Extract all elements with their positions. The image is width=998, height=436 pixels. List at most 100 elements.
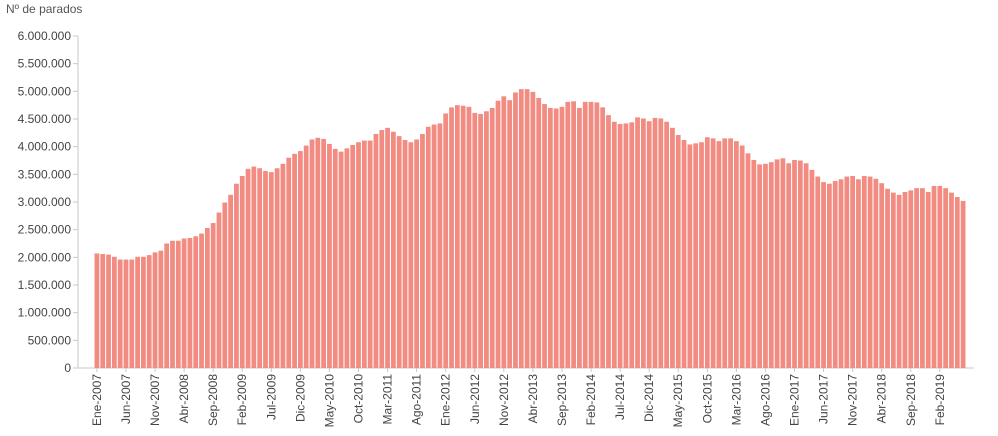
bar[interactable] — [204, 228, 210, 368]
bar[interactable] — [199, 233, 204, 368]
bar[interactable] — [943, 188, 949, 368]
bar[interactable] — [792, 159, 797, 368]
bar[interactable] — [152, 252, 158, 368]
bar[interactable] — [385, 127, 390, 368]
bar[interactable] — [920, 188, 925, 368]
bar[interactable] — [908, 190, 914, 368]
bar[interactable] — [129, 259, 135, 368]
bar[interactable] — [861, 175, 867, 368]
bar[interactable] — [181, 238, 187, 368]
bar[interactable] — [117, 259, 123, 368]
bar[interactable] — [594, 102, 600, 369]
bar[interactable] — [600, 107, 606, 368]
bar[interactable] — [577, 107, 582, 369]
bar[interactable] — [774, 159, 780, 368]
bar[interactable] — [449, 107, 454, 368]
bar[interactable] — [111, 256, 117, 368]
bar[interactable] — [239, 175, 245, 368]
bar[interactable] — [844, 176, 850, 368]
bar[interactable] — [507, 100, 513, 368]
bar[interactable] — [733, 141, 739, 368]
bar[interactable] — [466, 106, 472, 368]
bar[interactable] — [135, 256, 140, 368]
bar[interactable] — [867, 176, 873, 368]
bar[interactable] — [297, 151, 303, 368]
bar[interactable] — [146, 255, 152, 368]
bar[interactable] — [530, 91, 536, 368]
bar[interactable] — [454, 105, 460, 369]
bar[interactable] — [728, 138, 733, 368]
bar[interactable] — [710, 138, 716, 368]
bar[interactable] — [699, 142, 704, 368]
bar[interactable] — [687, 144, 693, 368]
bar[interactable] — [885, 188, 890, 368]
bar[interactable] — [681, 140, 687, 368]
bar[interactable] — [94, 253, 100, 368]
bar[interactable] — [704, 137, 710, 368]
bar[interactable] — [722, 138, 728, 368]
bar[interactable] — [623, 123, 629, 369]
bar[interactable] — [890, 192, 896, 368]
bar[interactable] — [914, 188, 919, 368]
bar[interactable] — [658, 118, 664, 368]
bar[interactable] — [821, 182, 826, 368]
bar[interactable] — [123, 259, 129, 368]
bar[interactable] — [873, 178, 879, 368]
bar[interactable] — [484, 111, 489, 368]
bar[interactable] — [210, 223, 216, 368]
bar[interactable] — [739, 145, 745, 368]
bar[interactable] — [809, 169, 815, 368]
bar[interactable] — [495, 100, 501, 369]
bar[interactable] — [280, 163, 286, 368]
bar[interactable] — [553, 108, 559, 369]
bar[interactable] — [315, 137, 321, 368]
bar[interactable] — [350, 145, 356, 368]
bar[interactable] — [472, 112, 478, 368]
bar[interactable] — [228, 194, 233, 368]
bar[interactable] — [460, 105, 466, 368]
bar[interactable] — [786, 163, 792, 368]
bar[interactable] — [879, 183, 885, 368]
bar[interactable] — [431, 124, 437, 368]
bar[interactable] — [611, 121, 617, 369]
bar[interactable] — [588, 101, 594, 368]
bar[interactable] — [640, 118, 646, 368]
bar[interactable] — [257, 168, 263, 368]
bar[interactable] — [425, 126, 431, 368]
bar[interactable] — [670, 127, 675, 368]
bar[interactable] — [396, 136, 402, 368]
bar[interactable] — [565, 101, 571, 368]
bar[interactable] — [373, 133, 379, 368]
bar[interactable] — [361, 140, 367, 368]
bar[interactable] — [321, 138, 327, 368]
bar[interactable] — [629, 122, 635, 368]
bar[interactable] — [402, 140, 408, 368]
bar[interactable] — [757, 164, 763, 368]
bar[interactable] — [408, 142, 414, 368]
bar[interactable] — [954, 197, 960, 368]
bar[interactable] — [216, 212, 222, 368]
bar[interactable] — [193, 236, 199, 368]
bar[interactable] — [344, 148, 350, 368]
bar[interactable] — [949, 192, 954, 368]
bar[interactable] — [414, 139, 420, 368]
bar[interactable] — [420, 133, 425, 368]
bar[interactable] — [251, 166, 257, 368]
bar[interactable] — [518, 89, 524, 369]
bar[interactable] — [141, 256, 146, 368]
bar[interactable] — [332, 148, 338, 368]
bar[interactable] — [931, 185, 937, 368]
bar[interactable] — [286, 157, 292, 368]
bar[interactable] — [763, 163, 768, 368]
bar[interactable] — [158, 250, 164, 368]
bar[interactable] — [327, 143, 332, 368]
bar[interactable] — [617, 123, 623, 368]
bar[interactable] — [856, 179, 861, 368]
bar[interactable] — [356, 142, 361, 368]
bar[interactable] — [850, 175, 856, 368]
bar[interactable] — [263, 171, 268, 368]
bar[interactable] — [838, 179, 844, 368]
bar[interactable] — [170, 240, 175, 368]
bar[interactable] — [379, 130, 385, 368]
bar[interactable] — [780, 158, 786, 368]
